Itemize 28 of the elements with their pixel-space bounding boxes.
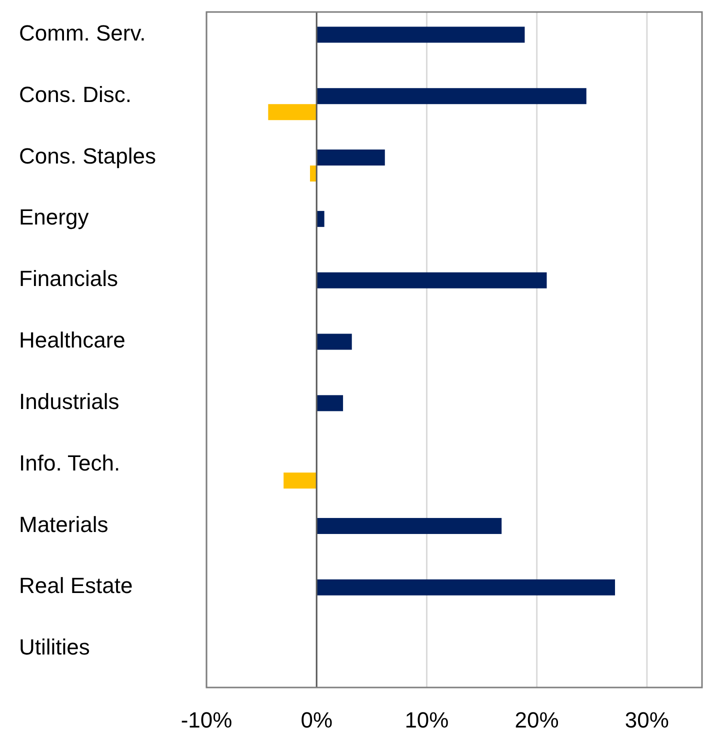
bar bbox=[316, 150, 385, 166]
y-tick-label: Energy bbox=[19, 204, 89, 230]
y-tick-label: Financials bbox=[19, 266, 118, 292]
x-tick-label: -10% bbox=[180, 708, 232, 731]
y-tick-label: Materials bbox=[19, 512, 108, 537]
bar bbox=[284, 472, 317, 489]
y-tick-label: Comm. Serv. bbox=[19, 20, 146, 46]
x-tick-label: 30% bbox=[624, 708, 669, 731]
y-tick-label: Industrials bbox=[19, 388, 120, 414]
bar bbox=[316, 395, 344, 412]
x-tick-label: 10% bbox=[404, 708, 449, 731]
y-tick-label: Real Estate bbox=[19, 573, 133, 598]
y-tick-label: Info. Tech. bbox=[19, 450, 120, 476]
bar bbox=[316, 210, 324, 227]
y-tick-label: Healthcare bbox=[19, 328, 126, 353]
bar bbox=[316, 88, 586, 104]
y-tick-label: Utilities bbox=[19, 634, 90, 660]
bar bbox=[310, 166, 317, 182]
bar bbox=[316, 334, 352, 350]
y-tick-label: Cons. Disc. bbox=[19, 82, 132, 107]
bar bbox=[316, 579, 616, 596]
bar bbox=[316, 272, 547, 288]
x-tick-label: 0% bbox=[300, 708, 333, 731]
bar bbox=[268, 104, 317, 120]
bar bbox=[316, 26, 525, 43]
y-tick-label: Cons. Staples bbox=[19, 143, 156, 168]
bar bbox=[316, 518, 502, 534]
x-tick-label: 20% bbox=[514, 708, 559, 731]
